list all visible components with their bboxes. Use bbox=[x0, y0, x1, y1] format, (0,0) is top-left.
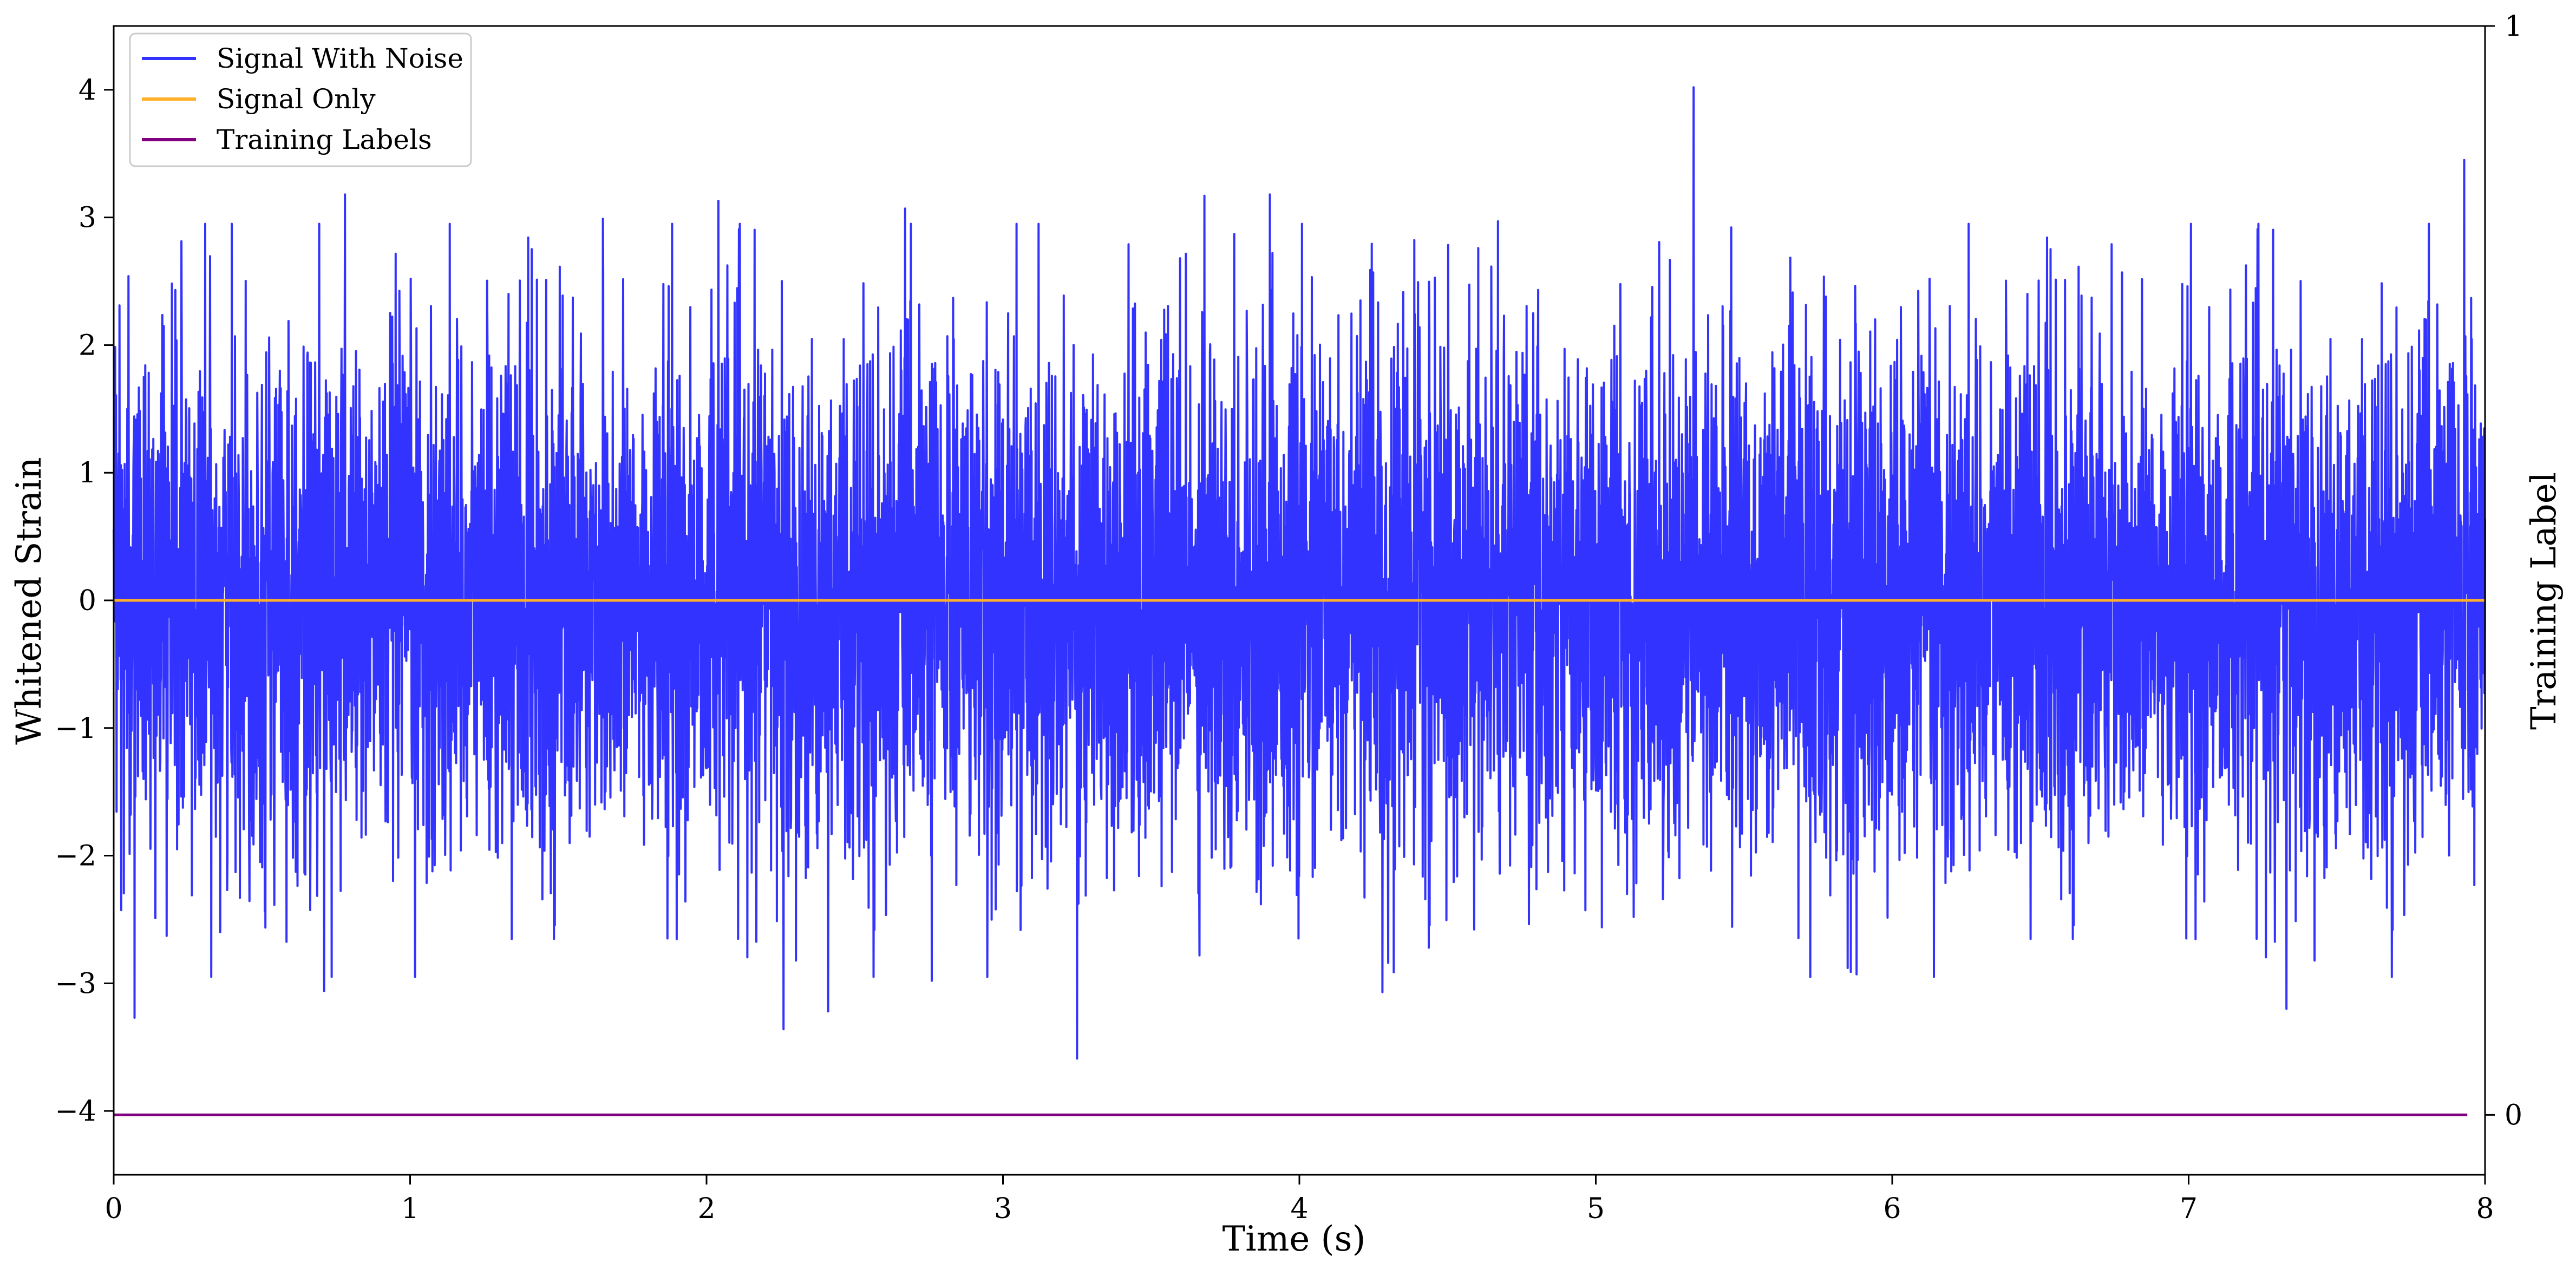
y-tick-label: −2 bbox=[55, 840, 96, 873]
series-signal-with-noise bbox=[113, 86, 2486, 1060]
y2-axis-title: Training Label bbox=[2524, 472, 2564, 730]
x-tick-label: 3 bbox=[994, 1193, 1012, 1225]
y-tick-label: 0 bbox=[79, 585, 96, 617]
y-tick-label: 3 bbox=[79, 202, 96, 234]
x-tick-label: 4 bbox=[1290, 1193, 1308, 1225]
x-tick-label: 8 bbox=[2476, 1193, 2494, 1225]
legend-box bbox=[129, 32, 472, 167]
y2-tick-label: 0 bbox=[2505, 1099, 2522, 1131]
x-tick-label: 1 bbox=[401, 1193, 419, 1225]
y-tick-label: −4 bbox=[55, 1095, 96, 1128]
y-tick-label: 2 bbox=[79, 329, 96, 362]
series-lines bbox=[114, 599, 2485, 1116]
y-axis-title: Whitened Strain bbox=[9, 457, 49, 744]
x-tick-label: 2 bbox=[697, 1193, 715, 1225]
legend: Signal With Noise Signal Only Training Lab… bbox=[129, 32, 472, 167]
ticks: 0 1 2 3 4 5 6 7 8 −4 −3 −2 −1 0 1 2 3 4 0 1 bbox=[55, 10, 2522, 1225]
y-tick-label: 1 bbox=[79, 457, 96, 489]
x-axis-title: Time (s) bbox=[1222, 1219, 1366, 1259]
x-tick-label: 5 bbox=[1587, 1193, 1605, 1225]
x-tick-label: 7 bbox=[2180, 1193, 2198, 1225]
legend-label: Signal Only bbox=[217, 83, 376, 115]
legend-label: Signal With Noise bbox=[217, 43, 463, 74]
y-tick-label: −3 bbox=[55, 967, 96, 1000]
x-tick-label: 6 bbox=[1883, 1193, 1901, 1225]
legend-label: Training Labels bbox=[217, 124, 432, 155]
y-tick-label: −1 bbox=[55, 712, 96, 745]
y2-tick-label: 1 bbox=[2505, 10, 2522, 43]
signal-with-noise-line bbox=[113, 86, 2486, 1060]
y-tick-label: 4 bbox=[79, 74, 96, 107]
x-tick-label: 0 bbox=[104, 1193, 122, 1225]
